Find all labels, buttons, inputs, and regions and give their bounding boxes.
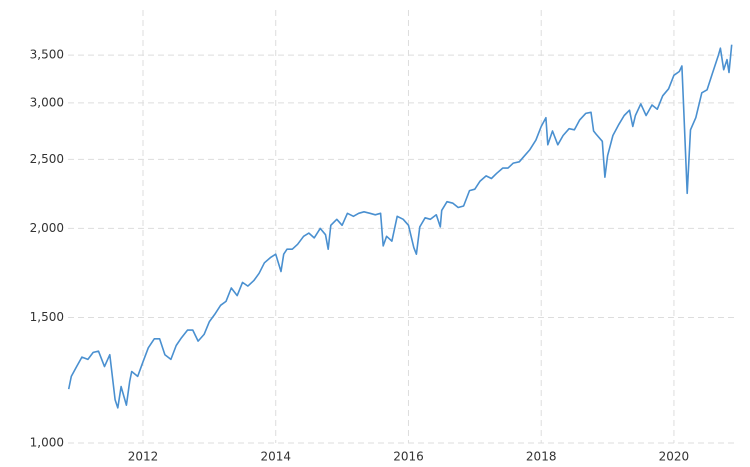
y-tick-label: 1,000 xyxy=(30,436,64,450)
y-tick-label: 1,500 xyxy=(30,310,64,324)
x-tick-label: 2018 xyxy=(526,450,557,464)
y-tick-label: 2,000 xyxy=(30,221,64,235)
x-tick-label: 2012 xyxy=(128,450,159,464)
line-series xyxy=(67,44,733,409)
x-tick-label: 2020 xyxy=(659,450,690,464)
x-tick-label: 2016 xyxy=(393,450,424,464)
y-tick-label: 3,500 xyxy=(30,48,64,62)
x-tick-label: 2014 xyxy=(260,450,291,464)
y-tick-label: 3,000 xyxy=(30,95,64,109)
y-tick-label: 2,500 xyxy=(30,152,64,166)
